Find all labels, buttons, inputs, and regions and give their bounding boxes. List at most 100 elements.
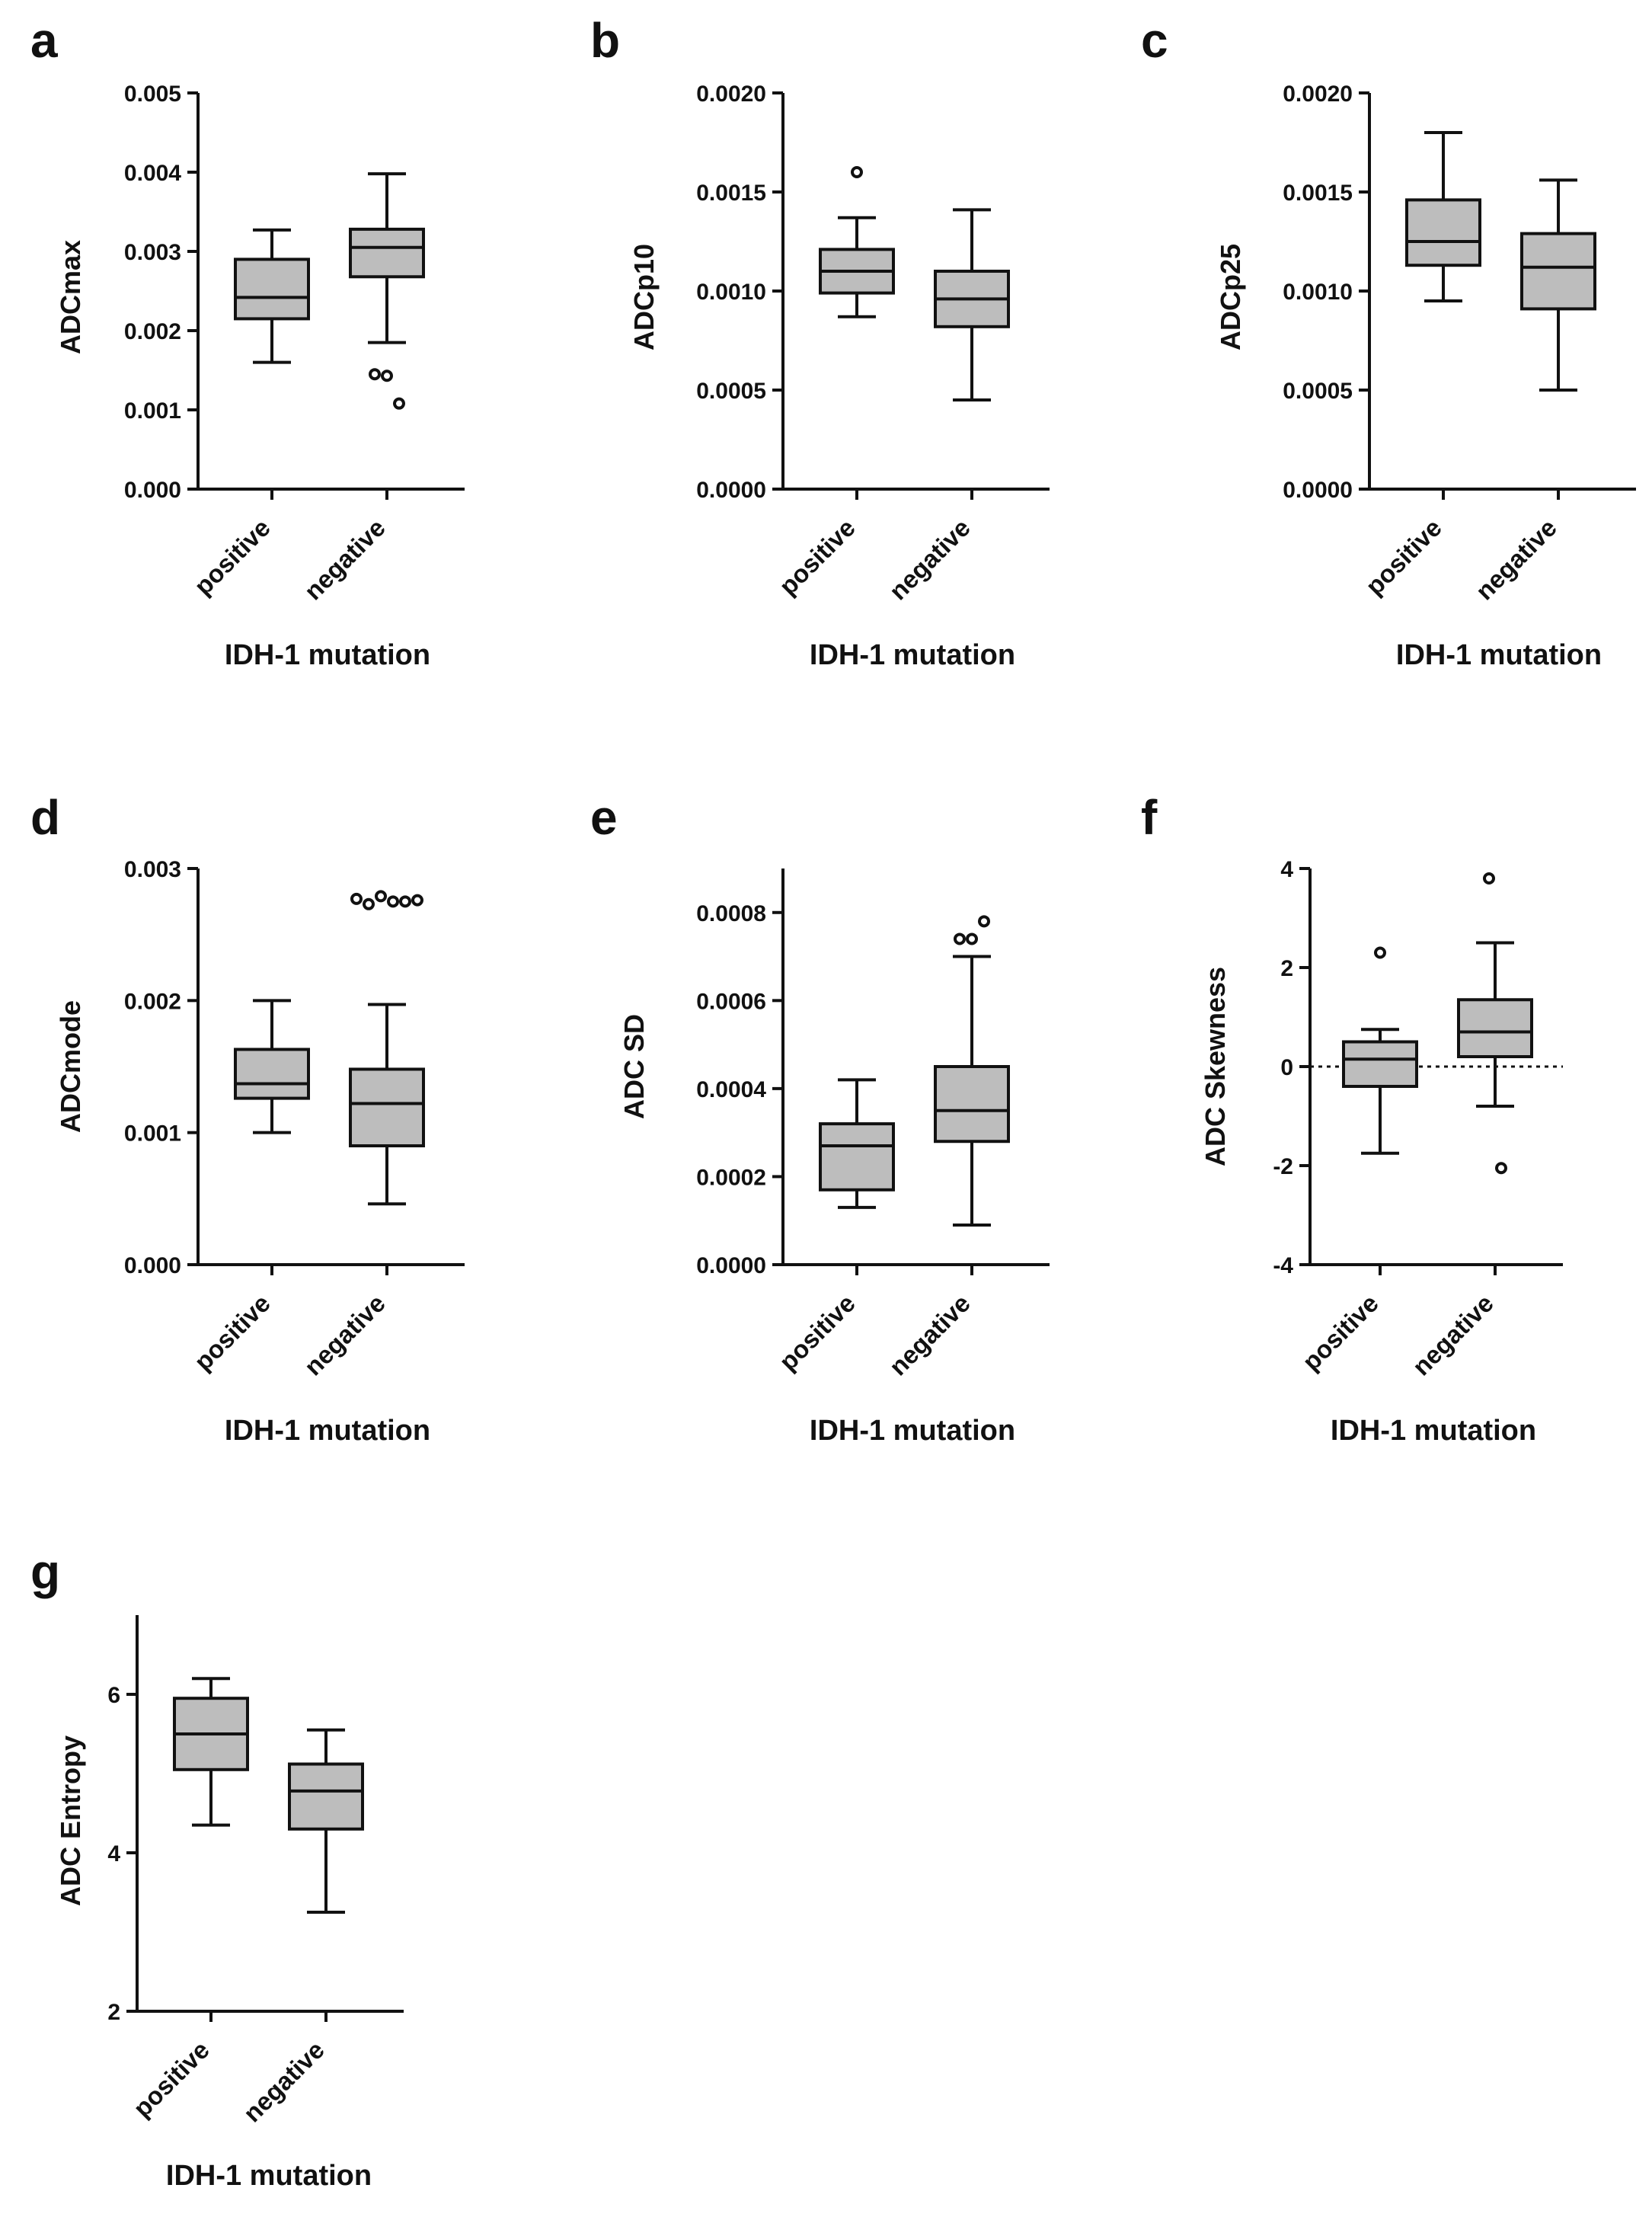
outlier-a-negative-2 xyxy=(393,397,405,410)
y-tick-label-e-4: 0.0008 xyxy=(696,901,766,926)
x-axis-label-g: IDH-1 mutation xyxy=(166,2160,372,2192)
x-axis-label-b: IDH-1 mutation xyxy=(810,639,1015,671)
y-tick-label-f-4: 4 xyxy=(1280,857,1293,882)
panel-g: g ADC Entropy 2 4 6 positive negative IDH-… xyxy=(30,1544,404,2192)
y-tick-label-g-2: 6 xyxy=(107,1683,120,1708)
category-label-text-d-negative: negative xyxy=(299,1289,391,1381)
outlier-f-negative-1 xyxy=(1495,1162,1507,1175)
y-axis-label-text-b: ADCp10 xyxy=(628,244,660,350)
box-f-negative xyxy=(1457,872,1533,1175)
y-tick-label-f-0: -4 xyxy=(1273,1253,1293,1278)
y-axis-label-a: ADCmax xyxy=(55,240,86,354)
category-label-text-d-positive: positive xyxy=(189,1289,276,1376)
y-tick-label-b-1: 0.0005 xyxy=(696,379,766,404)
box-d-positive xyxy=(234,999,310,1134)
y-tick-label-e-1: 0.0002 xyxy=(696,1165,766,1190)
y-axis-label-e: ADC SD xyxy=(618,1014,650,1119)
x-axis-label-a: IDH-1 mutation xyxy=(225,639,430,671)
y-axis-label-g: ADC Entropy xyxy=(55,1735,86,1906)
y-tick-label-d-3: 0.003 xyxy=(124,857,181,882)
category-label-g-negative: negative xyxy=(238,2036,330,2128)
category-label-b-negative: negative xyxy=(884,513,976,606)
y-tick-label-b-0: 0.0000 xyxy=(696,478,766,503)
outlier-f-positive-0 xyxy=(1374,946,1386,959)
y-tick-label-a-2: 0.002 xyxy=(124,319,181,344)
y-axis-label-c: ADCp25 xyxy=(1215,244,1246,350)
iqr-box-f-negative xyxy=(1457,998,1533,1058)
category-label-text-f-negative: negative xyxy=(1407,1289,1499,1381)
y-tick-label-c-2: 0.0010 xyxy=(1283,280,1353,305)
y-tick-label-f-2: 0 xyxy=(1280,1055,1293,1080)
plot-area-b xyxy=(819,166,1010,401)
y-tick-label-b-4: 0.0020 xyxy=(696,82,766,107)
y-axis-label-text-c: ADCp25 xyxy=(1215,244,1246,350)
x-axis-label-d: IDH-1 mutation xyxy=(225,1415,430,1447)
category-label-text-a-negative: negative xyxy=(299,513,391,606)
category-label-f-positive: positive xyxy=(1297,1289,1384,1376)
panel-letter-g: g xyxy=(30,1544,60,1599)
y-tick-label-e-2: 0.0004 xyxy=(696,1077,766,1102)
outlier-a-negative-0 xyxy=(369,368,381,381)
y-tick-label-f-3: 2 xyxy=(1280,956,1293,981)
category-label-text-e-negative: negative xyxy=(884,1289,976,1381)
y-tick-label-a-3: 0.003 xyxy=(124,240,181,265)
y-tick-label-d-2: 0.002 xyxy=(124,989,181,1014)
plot-area-c xyxy=(1405,131,1596,392)
y-tick-label-d-0: 0.000 xyxy=(124,1253,181,1278)
panel-letter-b: b xyxy=(590,13,620,68)
category-label-e-negative: negative xyxy=(884,1289,976,1381)
y-tick-label-d-1: 0.001 xyxy=(124,1121,181,1147)
iqr-box-g-negative xyxy=(288,1762,364,1831)
box-e-positive xyxy=(819,1078,895,1209)
outlier-d-negative-2 xyxy=(375,890,387,903)
outlier-d-negative-3 xyxy=(387,895,399,908)
outlier-e-negative-0 xyxy=(954,932,966,945)
category-label-text-b-negative: negative xyxy=(884,513,976,606)
outlier-e-negative-2 xyxy=(978,915,990,928)
y-tick-label-a-5: 0.005 xyxy=(124,82,181,107)
y-ticks-e: 0.0000 0.0002 0.0004 0.0006 0.0008 xyxy=(696,901,973,1278)
outlier-a-negative-1 xyxy=(381,369,393,382)
panel-c: c ADCp25 0.00000.00050.00100.00150.0020 … xyxy=(1141,13,1636,671)
y-axis-label-b: ADCp10 xyxy=(628,244,660,350)
y-tick-label-a-1: 0.001 xyxy=(124,398,181,424)
y-tick-label-c-0: 0.0000 xyxy=(1283,478,1353,503)
iqr-box-e-positive xyxy=(819,1122,895,1192)
y-tick-label-f-1: -2 xyxy=(1273,1154,1293,1179)
category-label-text-a-positive: positive xyxy=(189,513,276,600)
y-tick-label-a-4: 0.004 xyxy=(124,161,181,186)
panel-letter-e: e xyxy=(590,790,618,845)
y-tick-label-e-3: 0.0006 xyxy=(696,989,766,1014)
box-c-negative xyxy=(1520,178,1596,392)
outlier-b-positive-0 xyxy=(851,166,863,178)
iqr-box-e-negative xyxy=(934,1065,1010,1144)
outlier-d-negative-5 xyxy=(411,894,423,907)
panel-a: a ADCmax 0.0000.0010.0020.0030.0040.005 … xyxy=(30,13,465,671)
panel-f: f ADC Skewness -4 -2 0 2 4 positive negative… xyxy=(1141,790,1563,1447)
category-label-text-f-positive: positive xyxy=(1297,1289,1384,1376)
y-ticks-a: 0.000 0.001 0.002 0.003 0.004 0.005 xyxy=(124,82,388,503)
panel-e: e ADC SD 0.00000.00020.00040.00060.0008 … xyxy=(590,790,1050,1447)
plot-area-e xyxy=(819,915,1010,1227)
y-ticks-f: -4 -2 0 2 4 xyxy=(1273,857,1497,1278)
box-d-negative xyxy=(349,890,425,1206)
y-axis-label-f: ADC Skewness xyxy=(1200,967,1231,1166)
y-ticks-b: 0.0000 0.0005 0.0010 0.0015 0.0020 xyxy=(696,82,973,503)
panel-letter-d: d xyxy=(30,790,60,845)
outlier-d-negative-4 xyxy=(399,895,411,908)
panel-letter-a: a xyxy=(30,13,58,68)
y-tick-label-g-0: 2 xyxy=(107,2000,120,2025)
y-tick-label-a-0: 0.000 xyxy=(124,478,181,503)
box-f-positive xyxy=(1342,946,1418,1155)
category-label-text-e-positive: positive xyxy=(774,1289,861,1376)
category-label-f-negative: negative xyxy=(1407,1289,1499,1381)
plot-area-f xyxy=(1310,872,1563,1175)
iqr-box-d-positive xyxy=(234,1048,310,1100)
outlier-d-negative-1 xyxy=(363,897,375,910)
iqr-box-c-positive xyxy=(1405,198,1481,267)
category-label-g-positive: positive xyxy=(128,2036,215,2122)
category-label-c-positive: positive xyxy=(1360,513,1447,600)
x-axis-label-c: IDH-1 mutation xyxy=(1396,639,1602,671)
plot-area-g xyxy=(173,1677,364,1914)
